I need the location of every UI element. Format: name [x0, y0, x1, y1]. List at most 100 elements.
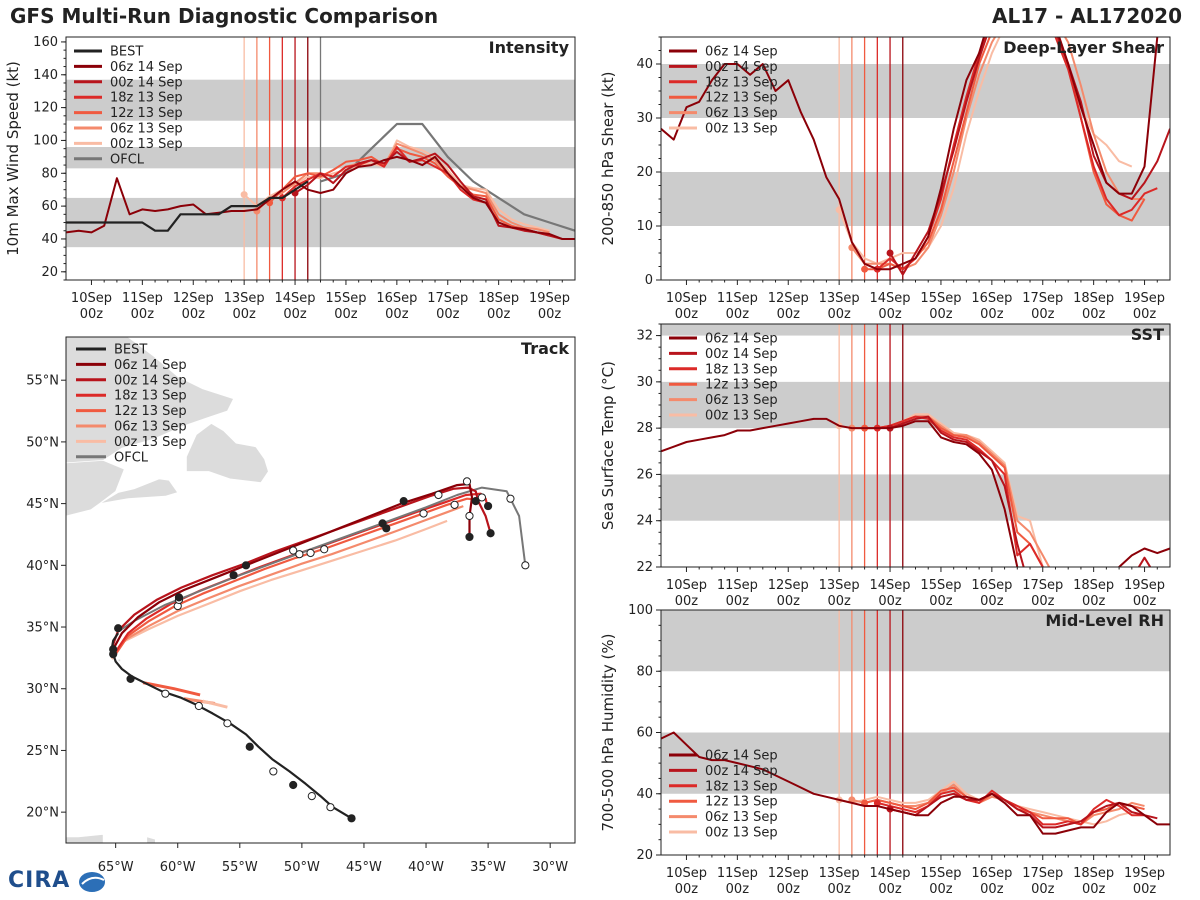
track-line-12z-13-Sep — [114, 497, 480, 655]
legend-label: 12z 13 Sep — [705, 91, 778, 106]
track-marker — [486, 529, 495, 538]
track-marker — [161, 689, 170, 698]
legend-label: 00z 14 Sep — [705, 347, 778, 362]
series-line-06z-14-Sep — [661, 417, 1170, 567]
legend-label: 00z 14 Sep — [705, 764, 778, 779]
legend-label: 18z 13 Sep — [705, 75, 778, 90]
legend-label: 00z 13 Sep — [114, 435, 187, 450]
land-6 — [146, 836, 156, 843]
track-marker — [109, 650, 118, 659]
x-tick-label-day: 12Sep — [768, 291, 809, 306]
y-tick-label: 10 — [636, 219, 653, 234]
track-marker — [462, 477, 472, 486]
band-2 — [661, 324, 1170, 336]
y-tick-label: 20 — [636, 848, 653, 863]
x-tick-label-hour: 00z — [929, 594, 953, 609]
y-tick-label: 30 — [636, 111, 653, 126]
panel-title: Track — [521, 339, 569, 358]
x-tick-label-day: 17Sep — [427, 291, 468, 306]
x-tick-label-hour: 00z — [726, 882, 750, 897]
legend-label: 00z 13 Sep — [705, 122, 778, 137]
x-tick-label-hour: 00z — [487, 307, 511, 322]
series-line-OFCL — [320, 122, 575, 232]
x-tick-label-day: 12Sep — [768, 578, 809, 593]
x-tick-label-hour: 00z — [726, 594, 750, 609]
x-tick-label-day: 12Sep — [768, 866, 809, 881]
x-tick-label-hour: 00z — [827, 882, 851, 897]
band-0 — [661, 172, 1170, 226]
x-tick-label-hour: 00z — [1133, 594, 1157, 609]
x-tick-label-day: 17Sep — [1022, 578, 1063, 593]
y-tick-label: 80 — [41, 166, 58, 181]
y-tick-label: 26 — [636, 467, 653, 482]
x-tick-label-hour: 00z — [878, 594, 902, 609]
legend-label: 18z 13 Sep — [114, 389, 187, 404]
y-tick-label: 20 — [636, 165, 653, 180]
x-tick-label-hour: 00z — [980, 882, 1004, 897]
x-tick-label-hour: 00z — [777, 594, 801, 609]
x-tick-label-day: 16Sep — [376, 291, 417, 306]
x-tick-label: 40°W — [408, 860, 444, 875]
series-start-00z-13-Sep — [240, 191, 248, 199]
track-line-06z-14-Sep — [112, 482, 474, 650]
series-line-00z-13-Sep — [243, 139, 550, 232]
series-group — [661, 413, 1170, 567]
logo-globe — [79, 872, 105, 892]
track-line-00z-13-Sep — [110, 519, 448, 660]
y-tick-label: 60 — [41, 199, 58, 214]
panel-title: SST — [1131, 325, 1164, 344]
panel-rh: 2040608010010Sep00z11Sep00z12Sep00z13Sep… — [599, 603, 1171, 897]
series-line-00z-14-Sep — [889, 415, 1152, 567]
x-tick-label-hour: 00z — [1082, 882, 1106, 897]
x-tick-label-hour: 00z — [675, 594, 699, 609]
y-tick-label: 100 — [33, 133, 58, 148]
track-marker — [295, 550, 304, 559]
y-tick-label: 60 — [636, 726, 653, 741]
land-3 — [66, 459, 125, 517]
x-tick-label-hour: 00z — [538, 307, 562, 322]
legend-label: 00z 14 Sep — [705, 60, 778, 75]
track-marker — [450, 500, 459, 509]
series-line-18z-13-Sep — [877, 789, 1145, 826]
band-1 — [661, 64, 1170, 118]
land-4 — [117, 658, 121, 662]
series-group — [661, 731, 1170, 835]
y-tick-label: 40 — [41, 232, 58, 247]
y-tick-label: 140 — [33, 68, 58, 83]
track-marker — [223, 719, 232, 728]
y-tick-label: 40 — [636, 57, 653, 72]
panel-title: Intensity — [489, 38, 570, 57]
x-tick-label-hour: 00z — [1031, 882, 1055, 897]
track-marker — [194, 701, 203, 711]
x-tick-label-hour: 00z — [1133, 882, 1157, 897]
track-line-06z-13-Sep — [112, 505, 464, 658]
x-tick-label-hour: 00z — [777, 882, 801, 897]
x-tick-label-day: 10Sep — [71, 291, 112, 306]
land-0 — [66, 337, 235, 474]
legend-label: 12z 13 Sep — [705, 795, 778, 810]
y-axis-label: 700-500 hPa Humidity (%) — [599, 633, 617, 831]
x-tick-label-hour: 00z — [827, 594, 851, 609]
legend-label: 00z 14 Sep — [110, 75, 183, 90]
series-start-00z-14-Sep — [886, 249, 894, 257]
legend-label: 06z 13 Sep — [114, 420, 187, 435]
track-marker — [419, 509, 428, 518]
track-marker — [307, 792, 316, 801]
x-tick-label-hour: 00z — [980, 594, 1004, 609]
track-marker — [477, 493, 486, 502]
series-line-BEST — [66, 180, 309, 232]
x-tick-label-hour: 00z — [1031, 594, 1055, 609]
x-tick-label-hour: 00z — [1031, 307, 1055, 322]
legend-label: 06z 14 Sep — [705, 45, 778, 60]
legend-label: 06z 14 Sep — [114, 358, 187, 373]
track-marker — [174, 593, 184, 602]
x-tick-label-day: 13Sep — [819, 866, 860, 881]
panel-title: Mid-Level RH — [1045, 611, 1164, 630]
track-inner — [66, 337, 530, 843]
series-line-00z-14-Sep — [889, 792, 1158, 829]
x-tick-label-day: 19Sep — [1124, 291, 1165, 306]
y-tick-label: 50°N — [26, 435, 59, 450]
legend-label: BEST — [110, 45, 143, 60]
series-start-12z-13-Sep — [861, 265, 869, 273]
